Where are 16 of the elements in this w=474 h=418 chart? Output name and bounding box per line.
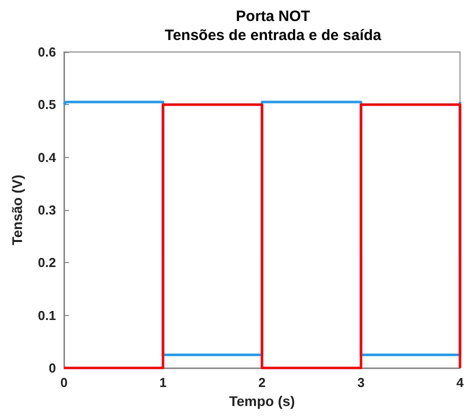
y-tick-label: 0.6 xyxy=(38,44,56,60)
y-axis-title: Tensão (V) xyxy=(9,174,25,246)
x-axis-title: Tempo (s) xyxy=(229,393,295,409)
x-tick-label: 3 xyxy=(357,375,365,390)
y-tick-label: 0.3 xyxy=(38,202,56,218)
y-tick-label: 0.5 xyxy=(38,97,56,112)
x-tick-label: 2 xyxy=(258,375,266,390)
y-tick-label: 0.1 xyxy=(38,308,56,323)
y-tick-label: 0 xyxy=(48,360,56,376)
y-tick-label: 0.4 xyxy=(38,150,57,165)
x-tick-label: 1 xyxy=(159,375,167,390)
y-tick-label: 0.2 xyxy=(38,255,56,270)
chart-subtitle: Tensões de entrada e de saída xyxy=(164,27,382,44)
chart-title: Porta NOT xyxy=(236,8,310,25)
x-tick-label: 4 xyxy=(456,375,464,390)
x-tick-label: 0 xyxy=(60,375,68,390)
